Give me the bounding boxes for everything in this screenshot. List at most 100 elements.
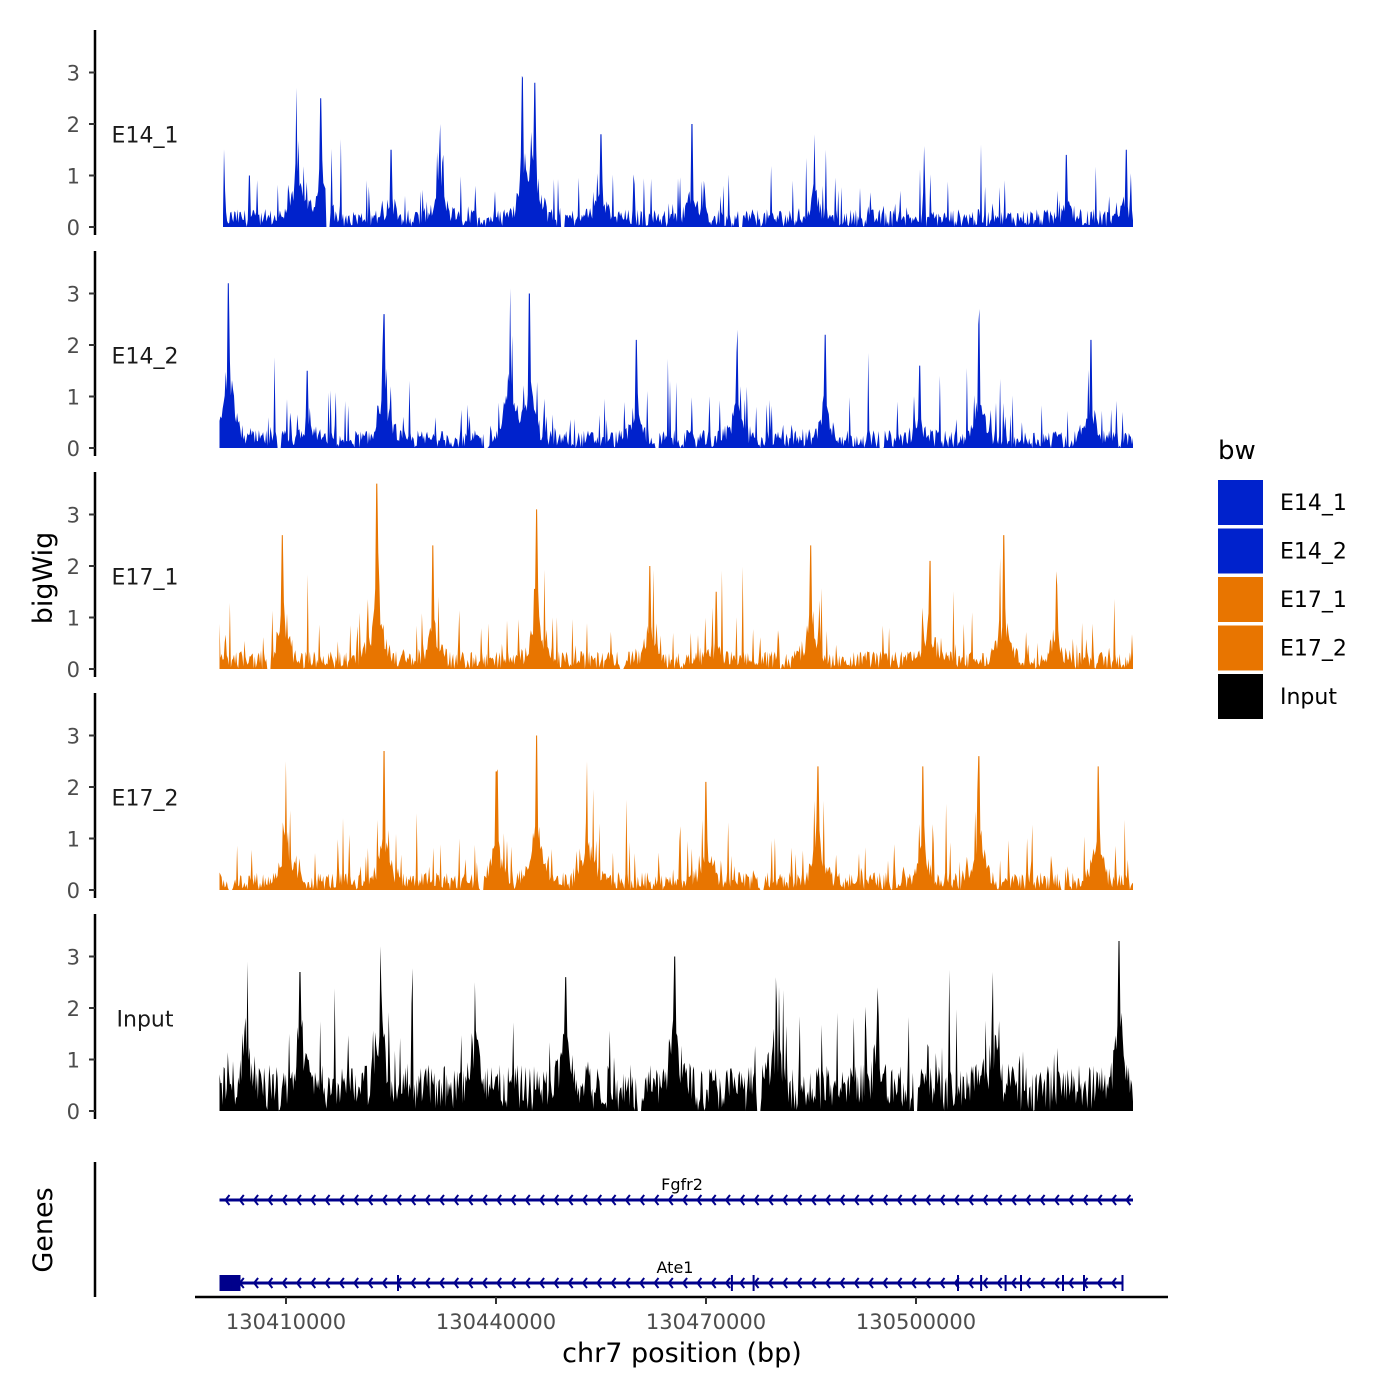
y-tick-label: 0 — [67, 437, 80, 461]
strand-arrow — [510, 1277, 517, 1289]
strand-arrow — [381, 1194, 388, 1206]
strand-arrow — [624, 1194, 631, 1206]
strand-arrow — [824, 1277, 831, 1289]
strand-arrow — [1110, 1194, 1117, 1206]
signal-area-e14-1 — [223, 75, 1133, 228]
y-tick-label: 3 — [67, 504, 80, 528]
strand-arrow — [252, 1194, 259, 1206]
strand-arrow — [953, 1194, 960, 1206]
strand-arrow — [1096, 1277, 1103, 1289]
signal-area-e17-2 — [219, 735, 1133, 890]
track-panel-e17-1: 0 1 2 3 E17_1 — [67, 472, 1133, 682]
legend-label: Input — [1280, 685, 1337, 710]
x-axis: 130410000 130440000 130470000 130500000 — [195, 1295, 1168, 1334]
strand-arrow — [1096, 1194, 1103, 1206]
strand-arrow — [610, 1277, 617, 1289]
strand-arrow — [724, 1194, 731, 1206]
strand-arrow — [653, 1277, 660, 1289]
strand-arrow — [1039, 1277, 1046, 1289]
x-tick-label: 130500000 — [856, 1310, 976, 1334]
strand-arrow — [438, 1194, 445, 1206]
strand-arrow — [624, 1277, 631, 1289]
strand-arrow — [939, 1277, 946, 1289]
legend-item-e14-1: E14_1 — [1218, 480, 1347, 525]
legend: E14_1 E14_2 E17_1 E17_2 Input — [1218, 480, 1347, 719]
strand-arrow — [767, 1277, 774, 1289]
track-panel-e14-2: 0 1 2 3 E14_2 — [67, 251, 1133, 461]
y-tick-label: 3 — [67, 946, 80, 970]
strand-arrow — [967, 1194, 974, 1206]
strand-arrow — [410, 1277, 417, 1289]
strand-arrow — [367, 1277, 374, 1289]
legend-swatch — [1218, 625, 1263, 671]
strand-arrow — [596, 1194, 603, 1206]
strand-arrow — [939, 1194, 946, 1206]
strand-arrow — [567, 1277, 574, 1289]
strand-arrow — [867, 1194, 874, 1206]
strand-arrow — [796, 1194, 803, 1206]
y-tick-label: 0 — [67, 216, 80, 240]
strand-arrow — [667, 1194, 674, 1206]
y-tick-label: 2 — [67, 776, 80, 800]
strand-arrow — [424, 1194, 431, 1206]
strand-arrow — [896, 1277, 903, 1289]
strand-arrow — [696, 1277, 703, 1289]
strand-arrow — [453, 1277, 460, 1289]
strand-arrow — [610, 1194, 617, 1206]
strand-arrow — [510, 1194, 517, 1206]
strand-arrow — [410, 1194, 417, 1206]
strand-arrow — [781, 1277, 788, 1289]
strand-arrow — [1082, 1194, 1089, 1206]
strand-arrow — [1010, 1194, 1017, 1206]
strand-arrow — [638, 1277, 645, 1289]
strand-arrow — [1125, 1194, 1132, 1206]
legend-swatch — [1218, 577, 1263, 622]
strand-arrow — [567, 1194, 574, 1206]
signal-area-e14-2 — [219, 283, 1133, 448]
exon-block — [219, 1275, 241, 1291]
y-tick-label: 1 — [67, 828, 80, 852]
gene-ate1: Ate1 — [219, 1258, 1124, 1291]
track-label: Input — [117, 1007, 174, 1032]
track-label: E17_1 — [112, 565, 179, 590]
strand-arrow — [1025, 1277, 1032, 1289]
strand-arrow — [681, 1194, 688, 1206]
track-label: E17_2 — [112, 786, 179, 811]
strand-arrow — [896, 1194, 903, 1206]
strand-arrow — [424, 1277, 431, 1289]
y-tick-label: 3 — [67, 283, 80, 307]
x-tick-label: 130440000 — [436, 1310, 556, 1334]
legend-swatch — [1218, 674, 1263, 719]
gene-label: Fgfr2 — [661, 1175, 703, 1194]
strand-arrow — [310, 1277, 317, 1289]
strand-arrow — [453, 1194, 460, 1206]
strand-arrow — [653, 1194, 660, 1206]
y-tick-label: 2 — [67, 555, 80, 579]
y-tick-label: 1 — [67, 165, 80, 189]
strand-arrow — [324, 1194, 331, 1206]
strand-arrow — [538, 1194, 545, 1206]
strand-arrow — [796, 1277, 803, 1289]
strand-arrow — [1053, 1194, 1060, 1206]
strand-arrow — [538, 1277, 545, 1289]
genes-track: Fgfr2 Ate1 — [93, 1162, 1133, 1297]
strand-arrow — [367, 1194, 374, 1206]
strand-arrow — [853, 1277, 860, 1289]
legend-label: E17_1 — [1280, 588, 1347, 613]
y-tick-label: 0 — [67, 879, 80, 903]
legend-label: E17_2 — [1280, 637, 1347, 662]
strand-arrow — [238, 1194, 245, 1206]
y-tick-label: 0 — [67, 1100, 80, 1124]
legend-item-e17-1: E17_1 — [1218, 577, 1347, 622]
track-panel-e17-2: 0 1 2 3 E17_2 — [67, 693, 1133, 903]
track-label: E14_2 — [112, 344, 179, 369]
y-tick-label: 0 — [67, 658, 80, 682]
strand-arrow — [295, 1277, 302, 1289]
strand-arrow — [638, 1194, 645, 1206]
strand-arrow — [338, 1194, 345, 1206]
strand-arrow — [352, 1277, 359, 1289]
strand-arrow — [1039, 1194, 1046, 1206]
strand-arrow — [1025, 1194, 1032, 1206]
x-axis-title: chr7 position (bp) — [562, 1338, 802, 1369]
legend-label: E14_2 — [1280, 540, 1347, 565]
